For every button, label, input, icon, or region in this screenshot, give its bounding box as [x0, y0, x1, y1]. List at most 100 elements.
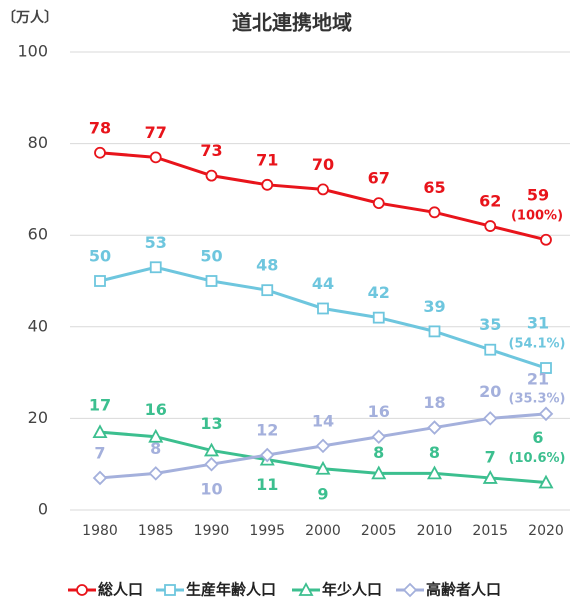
marker	[92, 424, 108, 439]
marker	[261, 178, 274, 191]
y-tick-label: 80	[28, 133, 48, 152]
data-label: 39	[423, 297, 445, 316]
marker	[427, 420, 442, 435]
y-tick-label: 60	[28, 225, 48, 244]
data-label: 11	[256, 475, 278, 494]
marker	[204, 456, 219, 472]
data-label: 21	[527, 369, 549, 388]
y-axis-label: 〔万人〕	[2, 9, 58, 26]
marker	[94, 275, 106, 287]
data-label: 12	[256, 421, 278, 440]
x-tick-label: 1980	[82, 523, 118, 539]
marker	[372, 311, 385, 324]
data-label: 18	[423, 393, 445, 412]
data-label: 16	[368, 402, 390, 421]
data-label: 17	[89, 396, 111, 415]
series: 50 53 50 48 44 42 39 35 31 (54.1%)	[89, 233, 566, 374]
data-label: 9	[317, 484, 328, 503]
chart-title: 道北連携地域	[232, 11, 352, 35]
data-label: 13	[200, 414, 222, 433]
marker	[261, 284, 274, 297]
marker	[92, 470, 108, 486]
marker	[484, 220, 497, 232]
data-label: 10	[200, 480, 222, 499]
data-label: 20	[479, 382, 501, 401]
x-tick-label: 2005	[361, 523, 397, 539]
data-label: 50	[200, 247, 222, 266]
marker	[148, 428, 164, 443]
marker	[482, 411, 498, 426]
x-tick-label: 2020	[528, 523, 564, 539]
marker	[315, 438, 331, 454]
x-tick-label: 2010	[417, 523, 453, 539]
data-label: 73	[200, 141, 222, 160]
data-label: 71	[256, 150, 278, 169]
y-tick-label: 100	[17, 42, 48, 61]
share-label: (10.6%)	[509, 451, 566, 466]
legend-label: 生産年齢人口	[186, 581, 276, 599]
marker	[538, 474, 554, 489]
data-label: 6	[532, 428, 543, 447]
data-label: 48	[256, 256, 278, 275]
marker	[149, 261, 162, 274]
share-label: (54.1%)	[509, 337, 566, 352]
legend-marker	[76, 584, 88, 596]
legend-marker	[402, 582, 418, 598]
series: 7 8 10 12 14 16 18 20 21 (35.3%)	[92, 369, 566, 499]
marker	[94, 146, 106, 159]
data-label: 78	[89, 118, 111, 137]
data-label: 50	[89, 247, 111, 266]
marker	[540, 233, 552, 246]
data-label: 53	[145, 233, 167, 252]
data-label: 16	[145, 400, 167, 419]
marker	[317, 302, 329, 315]
share-label: (35.3%)	[509, 391, 566, 406]
marker	[148, 466, 164, 481]
share-label: (100%)	[511, 208, 563, 223]
legend-label: 高齢者人口	[426, 581, 501, 599]
x-tick-label: 1985	[138, 523, 174, 539]
data-label: 7	[485, 447, 496, 466]
data-label: 77	[145, 123, 167, 142]
data-label: 65	[423, 178, 445, 197]
marker	[259, 447, 275, 463]
marker	[371, 429, 387, 444]
marker	[315, 460, 331, 475]
series: 78 77 73 71 70 67 65 62 59 (100%)	[89, 118, 563, 246]
marker	[428, 206, 441, 219]
data-label: 70	[312, 155, 334, 174]
marker	[428, 325, 441, 338]
marker	[371, 465, 387, 480]
data-label: 62	[479, 192, 501, 211]
marker	[205, 275, 218, 287]
marker	[482, 470, 498, 484]
legend-label: 総人口	[98, 581, 143, 599]
data-label: 7	[94, 443, 105, 462]
marker	[317, 183, 329, 196]
marker	[484, 343, 497, 356]
x-tick-label: 2015	[472, 523, 508, 539]
data-label: 8	[150, 439, 161, 458]
marker	[426, 465, 443, 480]
marker	[538, 406, 554, 422]
data-label: 42	[368, 283, 390, 302]
data-label: 8	[373, 443, 384, 462]
y-tick-label: 20	[28, 408, 48, 427]
data-label: 67	[368, 169, 390, 188]
marker	[205, 169, 218, 182]
legend-label: 年少人口	[322, 581, 382, 599]
y-tick-label: 0	[38, 500, 48, 519]
data-label: 35	[479, 315, 501, 334]
y-tick-label: 40	[28, 316, 48, 335]
x-tick-label: 2000	[305, 523, 341, 539]
data-label: 44	[312, 274, 334, 293]
data-label: 31	[527, 314, 549, 333]
x-tick-label: 1990	[194, 523, 230, 539]
data-label: 14	[312, 411, 334, 430]
x-tick-label: 1995	[249, 523, 285, 539]
marker	[540, 362, 552, 374]
data-label: 59	[527, 185, 549, 204]
data-label: 8	[429, 443, 440, 462]
legend-marker	[164, 584, 176, 596]
